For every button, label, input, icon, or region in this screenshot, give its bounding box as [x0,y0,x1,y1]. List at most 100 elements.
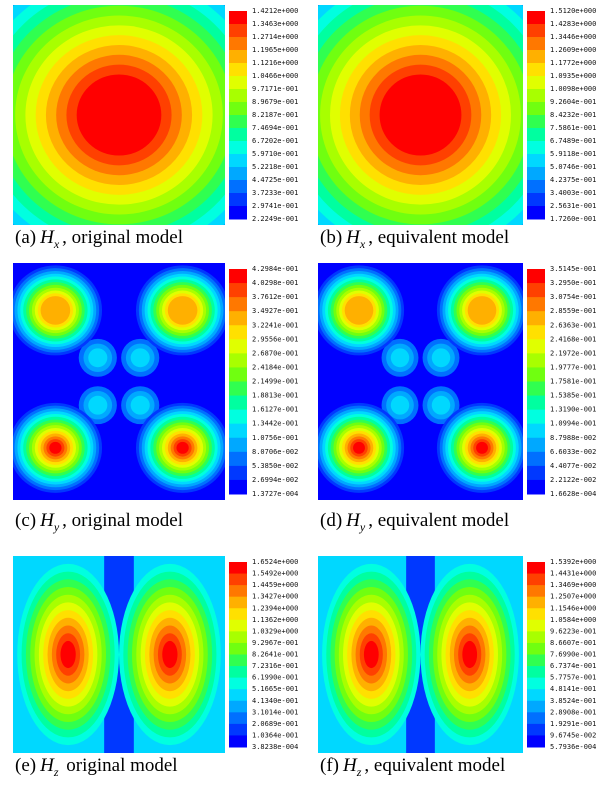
caption: (e)Hz original model [15,755,178,779]
colorbar-swatch [229,574,247,586]
colorbar-swatch [229,311,247,326]
colorbar-label: 6.7202e-001 [252,137,298,145]
colorbar-swatch [229,353,247,368]
caption-label: (e) [15,755,36,776]
caption-label: (a) [15,227,36,248]
caption: (d)Hy, equivalent model [320,510,509,534]
colorbar-swatch [527,283,545,298]
colorbar-swatch [527,206,545,220]
colorbar-swatch [527,102,545,116]
colorbar-swatch [229,154,247,168]
colorbar-label: 1.5385e-001 [550,392,596,400]
colorbar-swatch [229,89,247,103]
colorbar-swatch [527,367,545,382]
colorbar-swatch [527,382,545,397]
colorbar-label: 4.0298e-001 [252,279,298,287]
colorbar-label: 1.1362e+000 [252,616,298,624]
colorbar-swatch [527,712,545,724]
colorbar-label: 8.0706e-002 [252,448,298,456]
colorbar-swatch [527,89,545,103]
colorbar-label: 2.1499e-001 [252,378,298,386]
colorbar-swatch [527,689,545,701]
colorbar-label: 8.9679e-001 [252,98,298,106]
caption-text: , equivalent model [368,510,509,531]
colorbar-label: 9.2967e-001 [252,639,298,647]
colorbar-swatch [527,193,545,207]
caption-symbol: H [39,510,55,531]
colorbar-swatch [229,24,247,38]
colorbar-swatch [229,382,247,397]
colorbar-label: 4.4077e-002 [550,462,596,470]
colorbar-swatch [527,620,545,632]
colorbar-label: 1.0098e+000 [550,85,596,93]
contour [391,396,409,415]
colorbar-label: 9.6223e-001 [550,627,596,635]
contour [353,442,365,454]
colorbar-label: 1.5492e+000 [252,570,298,578]
colorbar-label: 4.4725e-001 [252,176,298,184]
colorbar-swatch [527,115,545,129]
colorbar-label: 8.2641e-001 [252,651,298,659]
colorbar-swatch [527,339,545,354]
colorbar-label: 1.3446e+000 [550,33,596,41]
caption-label: (f) [320,755,339,776]
caption-symbol: H [39,227,55,248]
caption-symbol: H [345,510,361,531]
colorbar-label: 1.4459e+000 [252,581,298,589]
colorbar-label: 1.5120e+000 [550,7,596,15]
colorbar-swatch [229,585,247,597]
caption-symbol: H [345,227,361,248]
contour [60,641,75,668]
colorbar-swatch [527,735,545,747]
colorbar-label: 3.5145e-001 [550,265,596,273]
colorbar-swatch [527,63,545,77]
colorbar-swatch [527,452,545,467]
contour [462,641,477,668]
contour [176,442,188,454]
figure: 1.4212e+0001.3463e+0001.2714e+0001.1965e… [0,0,616,785]
colorbar-swatch [229,297,247,312]
colorbar-label: 6.7489e-001 [550,137,596,145]
colorbar-swatch [527,37,545,51]
colorbar-swatch [229,701,247,713]
colorbar-swatch [527,574,545,586]
colorbar-label: 5.0746e-001 [550,163,596,171]
colorbar-swatch [229,480,247,495]
colorbar-label: 5.2218e-001 [252,163,298,171]
caption: (b)Hx, equivalent model [320,227,509,251]
colorbar-swatch [527,643,545,655]
colorbar-swatch [229,396,247,411]
colorbar-swatch [229,643,247,655]
colorbar-label: 1.2714e+000 [252,33,298,41]
colorbar-swatch [229,655,247,667]
colorbar-label: 2.8559e-001 [550,307,596,315]
colorbar-swatch [229,325,247,340]
colorbar-swatch [229,76,247,90]
colorbar-swatch [527,562,545,574]
colorbar-label: 1.0935e+000 [550,72,596,80]
colorbar-label: 3.8524e-001 [550,697,596,705]
caption-subscript: y [359,520,366,534]
colorbar-label: 5.1665e-001 [252,685,298,693]
colorbar-label: 6.1990e-001 [252,674,298,682]
colorbar-swatch [527,666,545,678]
colorbar-label: 2.2249e-001 [252,215,298,223]
field-plot [13,556,225,753]
colorbar-swatch [527,597,545,609]
colorbar-label: 4.2984e-001 [252,265,298,273]
colorbar-label: 3.2950e-001 [550,279,596,287]
caption-text: , equivalent model [368,227,509,248]
colorbar-swatch [527,128,545,142]
colorbar-swatch [229,438,247,453]
colorbar-swatch [229,339,247,354]
colorbar-label: 2.8908e-001 [550,708,596,716]
colorbar-swatch [527,480,545,495]
colorbar-swatch [229,410,247,425]
colorbar-swatch [229,167,247,181]
colorbar-label: 1.9777e-001 [550,363,596,371]
colorbar-swatch [527,631,545,643]
colorbar-swatch [229,424,247,439]
colorbar-swatch [229,735,247,747]
colorbar-swatch [527,585,545,597]
contour [380,74,462,155]
